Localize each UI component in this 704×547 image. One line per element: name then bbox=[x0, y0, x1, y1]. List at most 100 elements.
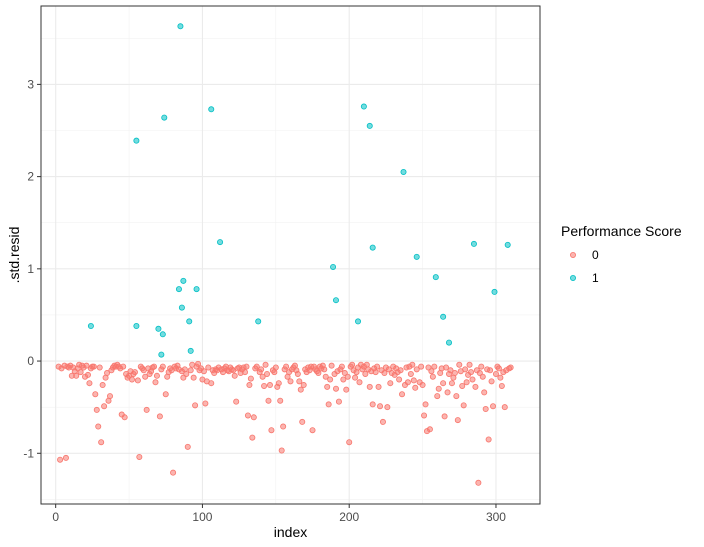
legend: Performance Score 01 bbox=[561, 223, 682, 285]
data-point-series-0 bbox=[131, 369, 138, 376]
data-point-series-0 bbox=[478, 363, 485, 370]
data-point-series-0 bbox=[327, 376, 334, 383]
data-point-series-1 bbox=[178, 304, 185, 311]
data-point-series-0 bbox=[246, 382, 253, 389]
legend-label-1: 1 bbox=[592, 271, 599, 285]
data-point-series-0 bbox=[253, 363, 260, 370]
panel-border bbox=[40, 5, 541, 505]
y-tick-label: 1 bbox=[27, 262, 34, 276]
data-point-series-1 bbox=[217, 239, 224, 246]
data-point-series-0 bbox=[463, 379, 470, 386]
data-point-series-0 bbox=[136, 453, 143, 460]
data-point-series-1 bbox=[369, 244, 376, 251]
data-point-series-0 bbox=[369, 401, 376, 408]
data-point-series-0 bbox=[492, 370, 499, 377]
data-point-series-0 bbox=[469, 376, 476, 383]
x-tick-label: 100 bbox=[192, 510, 212, 524]
data-point-series-0 bbox=[429, 373, 436, 380]
data-point-series-1 bbox=[158, 351, 165, 358]
data-point-series-0 bbox=[121, 414, 128, 421]
data-point-series-0 bbox=[101, 403, 108, 410]
data-point-series-0 bbox=[407, 370, 414, 377]
data-point-series-0 bbox=[498, 382, 505, 389]
data-point-series-1 bbox=[413, 253, 420, 260]
data-point-series-0 bbox=[399, 391, 406, 398]
data-point-series-0 bbox=[375, 383, 382, 390]
data-point-series-1 bbox=[133, 137, 140, 144]
data-point-series-0 bbox=[451, 370, 458, 377]
data-point-series-0 bbox=[343, 386, 350, 393]
data-point-series-0 bbox=[315, 370, 322, 377]
data-point-series-0 bbox=[86, 380, 93, 387]
data-point-series-0 bbox=[362, 370, 369, 377]
data-point-series-0 bbox=[409, 361, 416, 368]
data-point-series-0 bbox=[106, 393, 113, 400]
data-point-series-0 bbox=[344, 373, 351, 380]
data-point-series-0 bbox=[456, 361, 463, 368]
data-point-series-0 bbox=[404, 379, 411, 386]
data-point-series-0 bbox=[83, 362, 90, 369]
data-point-series-0 bbox=[162, 391, 169, 398]
data-point-series-1 bbox=[355, 318, 362, 325]
data-point-series-0 bbox=[57, 456, 64, 463]
data-point-series-0 bbox=[294, 370, 301, 377]
data-point-series-0 bbox=[356, 379, 363, 386]
data-point-series-0 bbox=[205, 364, 212, 371]
data-point-series-0 bbox=[265, 397, 272, 404]
data-point-series-0 bbox=[322, 373, 329, 380]
data-point-series-1 bbox=[193, 286, 200, 293]
data-point-series-1 bbox=[360, 103, 367, 110]
data-point-series-0 bbox=[90, 363, 97, 370]
data-point-series-0 bbox=[507, 364, 514, 371]
data-point-series-0 bbox=[272, 364, 279, 371]
data-point-series-0 bbox=[487, 367, 494, 374]
data-point-series-0 bbox=[428, 368, 435, 375]
data-point-series-0 bbox=[297, 386, 304, 393]
data-point-series-1 bbox=[432, 274, 439, 281]
data-point-series-0 bbox=[384, 404, 391, 411]
data-point-series-0 bbox=[459, 382, 466, 389]
data-point-series-0 bbox=[410, 377, 417, 384]
data-point-series-0 bbox=[259, 373, 266, 380]
data-point-series-0 bbox=[200, 368, 207, 375]
data-point-series-0 bbox=[187, 367, 194, 374]
data-point-series-0 bbox=[92, 391, 99, 398]
data-point-series-0 bbox=[335, 398, 342, 405]
data-point-series-0 bbox=[479, 373, 486, 380]
data-point-series-0 bbox=[190, 374, 197, 381]
data-point-series-1 bbox=[208, 106, 215, 113]
data-point-series-0 bbox=[421, 412, 428, 419]
data-point-series-1 bbox=[440, 313, 447, 320]
data-point-series-1 bbox=[332, 297, 339, 304]
data-point-series-0 bbox=[268, 427, 275, 434]
data-point-series-0 bbox=[460, 402, 467, 409]
data-point-series-0 bbox=[84, 371, 91, 378]
data-point-series-0 bbox=[501, 404, 508, 411]
y-tick-label: -1 bbox=[23, 446, 34, 460]
data-point-series-0 bbox=[497, 374, 504, 381]
y-axis-title: .std.resid bbox=[6, 227, 22, 284]
data-point-series-0 bbox=[448, 380, 455, 387]
data-point-series-0 bbox=[431, 363, 438, 370]
data-points bbox=[55, 23, 514, 486]
data-point-series-0 bbox=[475, 479, 482, 486]
data-point-series-0 bbox=[183, 370, 190, 377]
data-point-series-0 bbox=[366, 383, 373, 390]
data-point-series-0 bbox=[413, 366, 420, 373]
data-point-series-1 bbox=[133, 323, 140, 330]
grid-minor bbox=[41, 6, 540, 504]
data-point-series-1 bbox=[330, 263, 337, 270]
data-point-series-0 bbox=[374, 363, 381, 370]
data-point-series-0 bbox=[152, 379, 159, 386]
data-point-series-0 bbox=[340, 376, 347, 383]
data-point-series-0 bbox=[93, 406, 100, 413]
data-point-series-0 bbox=[159, 363, 166, 370]
data-point-series-0 bbox=[278, 447, 285, 454]
data-point-series-0 bbox=[244, 412, 251, 419]
data-point-series-0 bbox=[170, 469, 177, 476]
data-point-series-0 bbox=[231, 372, 238, 379]
data-point-series-0 bbox=[418, 363, 425, 370]
data-point-series-0 bbox=[247, 375, 254, 382]
data-point-series-0 bbox=[296, 378, 303, 385]
